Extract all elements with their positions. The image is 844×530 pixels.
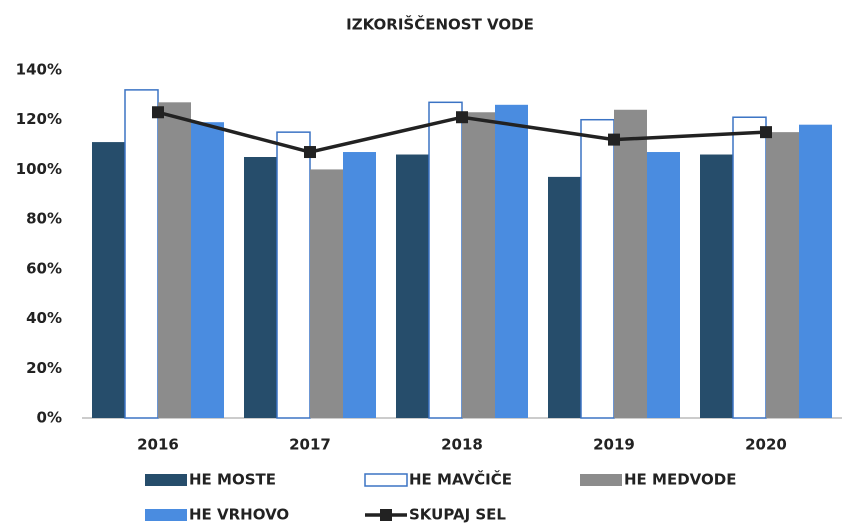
bar <box>495 104 528 419</box>
line-marker <box>456 111 468 124</box>
legend-label: HE MOSTE <box>189 471 276 489</box>
y-tick-label: 40% <box>26 309 62 327</box>
bar <box>343 152 376 418</box>
bar <box>396 154 429 418</box>
legend-swatch <box>580 474 622 486</box>
bar <box>310 169 343 418</box>
line-marker <box>152 106 164 119</box>
y-tick-label: 140% <box>16 61 62 79</box>
legend-marker <box>380 509 392 521</box>
x-tick-label: 2017 <box>289 436 331 454</box>
line-marker <box>608 133 620 146</box>
x-tick-label: 2016 <box>137 436 179 454</box>
bar <box>191 122 224 418</box>
legend-label: HE MEDVODE <box>624 471 736 489</box>
legend-label: HE VRHOVO <box>189 506 289 524</box>
bar <box>700 154 733 418</box>
bar <box>647 152 680 418</box>
bar <box>732 116 767 419</box>
bar <box>124 89 159 419</box>
bar <box>766 132 799 418</box>
bar <box>548 176 581 418</box>
chart-title: IZKORIŠČENOST VODE <box>346 15 534 34</box>
bar <box>428 101 463 419</box>
x-tick-label: 2020 <box>745 436 787 454</box>
x-tick-label: 2018 <box>441 436 483 454</box>
bar <box>580 118 615 419</box>
bar <box>462 112 495 418</box>
y-tick-label: 80% <box>26 210 62 228</box>
y-tick-label: 100% <box>16 160 62 178</box>
y-tick-label: 20% <box>26 359 62 377</box>
bar <box>799 124 832 418</box>
line-marker <box>760 126 772 139</box>
y-tick-label: 0% <box>37 409 62 427</box>
y-tick-label: 120% <box>16 110 62 128</box>
bar <box>92 142 125 419</box>
legend-swatch <box>364 473 408 487</box>
legend-swatch <box>145 509 187 521</box>
x-tick-label: 2019 <box>593 436 635 454</box>
legend-swatch <box>145 474 187 486</box>
bar <box>158 102 191 419</box>
line-marker <box>304 146 316 159</box>
legend-label: HE MAVČIČE <box>409 470 512 489</box>
legend-label: SKUPAJ SEL <box>409 506 506 524</box>
y-tick-label: 60% <box>26 259 62 277</box>
bar <box>614 109 647 419</box>
bar <box>244 157 277 418</box>
bar <box>276 131 311 419</box>
